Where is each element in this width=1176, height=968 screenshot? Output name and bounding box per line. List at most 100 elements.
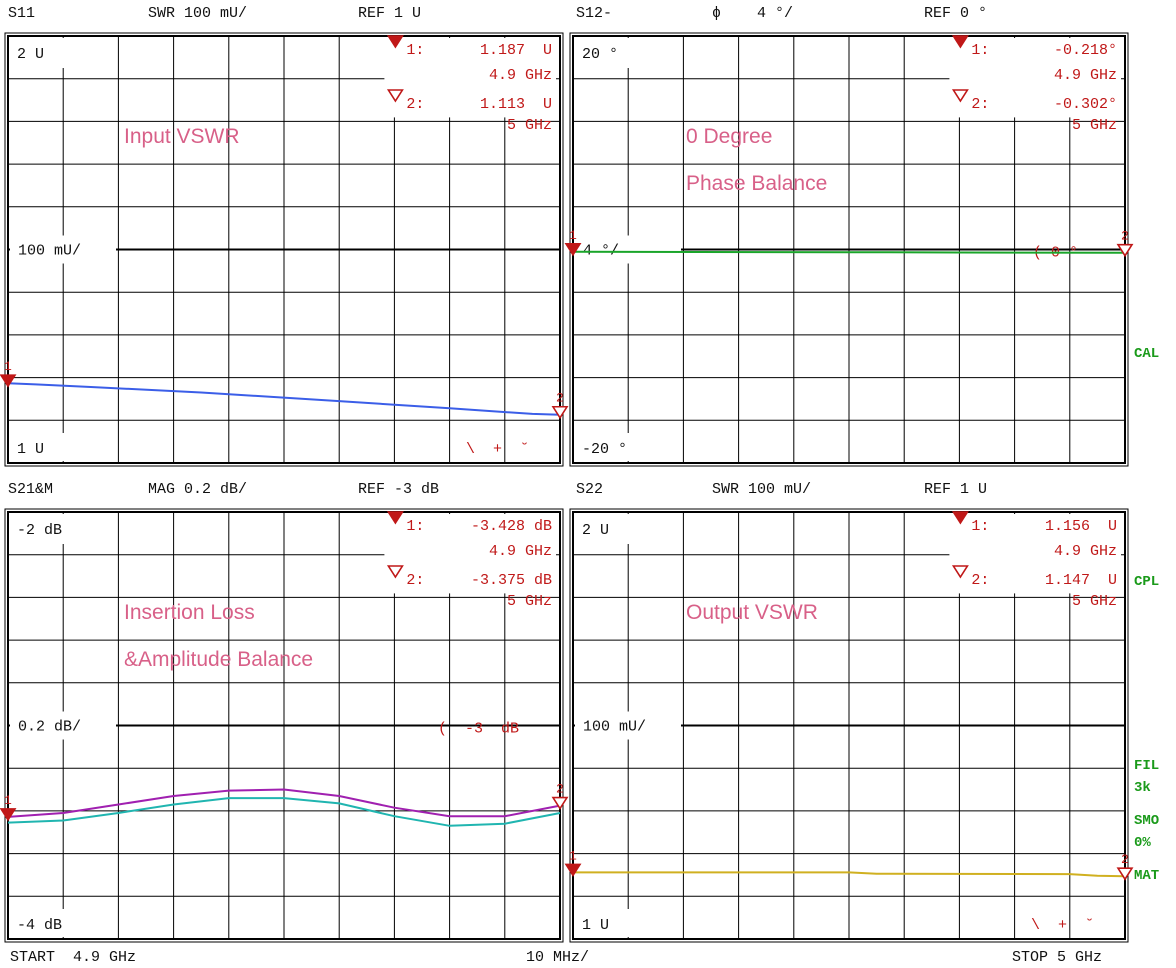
- plot-annotation: Input VSWR: [124, 125, 240, 148]
- trace-marker-1: [564, 863, 582, 877]
- marker-1-value: 1.156 U: [1045, 518, 1117, 535]
- s21-param: S21&M: [8, 481, 54, 498]
- bottom-label-bg: [10, 909, 76, 937]
- marker-1-id: 1:: [406, 42, 424, 59]
- mid-label-bg: [10, 711, 116, 740]
- top-label-bg: [575, 38, 635, 68]
- marker-1-value: 1.187 U: [480, 42, 552, 59]
- marker-2-id: 2:: [406, 572, 424, 589]
- mid-label-bg: [10, 235, 116, 264]
- marker-2-id: 2:: [971, 96, 989, 113]
- marker-1-info-icon: [386, 35, 404, 49]
- trace-series-1: [7, 382, 561, 416]
- marker-1-frequency: 4.9 GHz: [489, 67, 552, 84]
- s12-format: ϕ 4 °/: [712, 5, 794, 22]
- marker-2-frequency: 5 GHz: [1072, 593, 1117, 610]
- marker-1-id: 1:: [406, 518, 424, 535]
- trace-marker-1-label: 1: [569, 848, 577, 863]
- side-cpl: CPL: [1134, 574, 1160, 590]
- marker-2-value: -0.302°: [1054, 96, 1117, 113]
- status-symbols: \ + ˘: [466, 441, 529, 458]
- s12-ref: REF 0 °: [924, 5, 988, 22]
- marker-2-frequency: 5 GHz: [507, 117, 552, 134]
- trace-marker-1: [0, 808, 17, 822]
- marker-2-frequency: 5 GHz: [1072, 117, 1117, 134]
- footer-span: 10 MHz/: [526, 949, 590, 966]
- side-smo: SMO: [1134, 813, 1160, 829]
- trace-marker-2: [1116, 867, 1134, 881]
- marker-1-value: -0.218°: [1054, 42, 1117, 59]
- panel-outer-frame: [4, 32, 564, 467]
- trace-marker-2-label: 2: [556, 782, 564, 797]
- scale-per-div-label: 100 mU/: [583, 719, 646, 736]
- bottom-label-bg: [10, 433, 76, 461]
- top-label-bg: [10, 514, 70, 544]
- s11-param: S11: [8, 5, 36, 22]
- marker-2-info-icon: [951, 89, 969, 103]
- plot-annotation: &Amplitude Balance: [124, 648, 313, 671]
- bottom-scale-label: -20 °: [582, 441, 627, 458]
- bottom-scale-label: -4 dB: [17, 917, 62, 934]
- s22-ref: REF 1 U: [924, 481, 988, 498]
- plot-annotation: 0 Degree: [686, 125, 772, 148]
- trace-series-2: [7, 797, 561, 827]
- marker-2-id: 2:: [406, 96, 424, 113]
- marker-2-info-icon: [951, 565, 969, 579]
- top-scale-label: 20 °: [582, 46, 618, 63]
- plot-annotation: Output VSWR: [686, 601, 818, 624]
- marker-1-info-icon: [386, 511, 404, 525]
- trace-marker-1: [0, 374, 17, 388]
- trace-marker-1-label: 1: [4, 359, 12, 374]
- scale-per-div-label: 100 mU/: [18, 243, 81, 260]
- top-scale-label: 2 U: [17, 46, 44, 63]
- marker-2-frequency: 5 GHz: [507, 593, 552, 610]
- s11-format: SWR 100 mU/: [148, 5, 248, 22]
- scale-per-div-label: 0.2 dB/: [18, 719, 81, 736]
- s21-format: MAG 0.2 dB/: [148, 481, 248, 498]
- bottom-label-bg: [575, 433, 641, 461]
- side-fil-value: 3k: [1134, 780, 1151, 796]
- trace-series-1: [572, 250, 1126, 254]
- trace-marker-1-label: 1: [569, 228, 577, 243]
- plot-annotation: Phase Balance: [686, 172, 827, 195]
- trace-marker-2: [551, 405, 569, 420]
- marker-info-bg: [384, 514, 556, 594]
- s22-param: S22: [576, 481, 604, 498]
- panel-2: [569, 32, 1129, 467]
- footer-stop: STOP 5 GHz: [1012, 949, 1103, 966]
- marker-2-info-icon: [386, 565, 404, 579]
- s11-ref: REF 1 U: [358, 5, 422, 22]
- s21-ref: REF -3 dB: [358, 481, 440, 498]
- marker-1-info-icon: [951, 35, 969, 49]
- marker-2-id: 2:: [971, 572, 989, 589]
- bottom-scale-label: 1 U: [582, 917, 609, 934]
- marker-info-bg: [384, 38, 556, 118]
- marker-1-id: 1:: [971, 518, 989, 535]
- marker-info-bg: [949, 514, 1121, 594]
- s12-param: S12-: [576, 5, 613, 22]
- marker-info-bg: [949, 38, 1121, 118]
- side-smo-value: 0%: [1134, 835, 1151, 851]
- panel-outer-frame: [4, 508, 564, 943]
- marker-1-info-icon: [951, 511, 969, 525]
- panel-outer-frame: [569, 508, 1129, 943]
- trace-marker-1-label: 1: [4, 793, 12, 808]
- top-label-bg: [10, 38, 70, 68]
- top-label-bg: [575, 514, 635, 544]
- panel-4: [569, 508, 1129, 943]
- trace-marker-2-label: 2: [1121, 229, 1129, 244]
- limit-line-label: ( -3 dB: [438, 721, 519, 738]
- mid-label-bg: [575, 235, 681, 264]
- trace-series-1: [7, 788, 561, 818]
- marker-2-value: 1.113 U: [480, 96, 552, 113]
- trace-marker-2-label: 2: [1121, 852, 1129, 867]
- side-mat: MAT: [1134, 868, 1160, 884]
- marker-1-frequency: 4.9 GHz: [1054, 543, 1117, 560]
- marker-2-value: -3.375 dB: [471, 572, 552, 589]
- panel-3: [4, 508, 564, 943]
- side-cal: CAL: [1134, 346, 1160, 362]
- trace-series-1: [573, 871, 1126, 878]
- trace-marker-2: [551, 796, 569, 811]
- marker-2-info-icon: [386, 89, 404, 103]
